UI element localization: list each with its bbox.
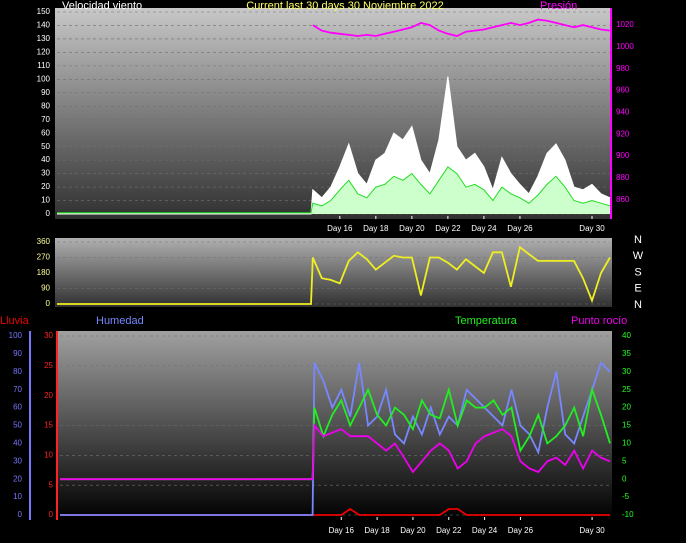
y-label: Velocidad viento (62, 0, 142, 12)
series-line (60, 507, 610, 516)
title: Current last 30 days 30 Noviembre 2022 (246, 0, 444, 12)
plot-area (55, 238, 612, 307)
x-tick-label: Day 24 (471, 224, 497, 233)
x-tick-label: Day 18 (363, 224, 389, 233)
y-tick-label: 60 (41, 128, 50, 137)
legend-label: Punto rocío (571, 315, 627, 327)
y-tick-label: 0 (46, 299, 51, 308)
y3-tick-label: 60 (13, 403, 22, 412)
x-tick-label: Day 30 (579, 526, 605, 535)
y3-tick-label: 30 (13, 456, 22, 465)
y-tick-label: 10 (44, 450, 53, 459)
y2-tick-label: 5 (622, 456, 627, 465)
y-tick-label: 0 (46, 209, 51, 218)
y-tick-label: 10 (41, 196, 50, 205)
y2-tick-label: 940 (616, 108, 630, 117)
y-tick-label: 15 (44, 421, 53, 430)
y-tick-label: 130 (37, 34, 51, 43)
y-tick-label: 20 (44, 391, 53, 400)
series-line (60, 423, 611, 481)
y-tick-label: 270 (37, 253, 51, 262)
legend-label: Temperatura (455, 315, 518, 327)
y-tick-label: 0 (49, 510, 54, 519)
y3-tick-label: 50 (13, 421, 22, 430)
y2-label: Presión (540, 0, 577, 12)
y2-tick-label: 900 (616, 151, 630, 160)
series-area (57, 166, 610, 214)
y2-tick-label: 40 (622, 331, 631, 340)
y-tick-label: 70 (41, 115, 50, 124)
x-tick-label: Day 18 (364, 526, 390, 535)
x-tick-label: Day 16 (329, 526, 355, 535)
y2-tick-label: 30 (622, 367, 631, 376)
y2-tick-label: 860 (616, 195, 630, 204)
x-tick-label: Day 30 (579, 224, 605, 233)
y2-tick-label: 920 (616, 129, 630, 138)
x-tick-label: Day 22 (435, 224, 461, 233)
x-tick-label: Day 26 (508, 526, 534, 535)
series-line (60, 361, 611, 516)
y-tick-label: 80 (41, 101, 50, 110)
series-line (57, 166, 611, 214)
y3-tick-label: 100 (9, 331, 23, 340)
y2-tick-label: N (634, 299, 642, 311)
x-tick-label: Day 24 (472, 526, 498, 535)
y2-tick-label: 980 (616, 64, 630, 73)
series-line (60, 386, 611, 481)
y2-tick-label: 20 (622, 403, 631, 412)
y2-tick-label: 35 (622, 349, 631, 358)
y-tick-label: 50 (41, 142, 50, 151)
y2-tick-label: -5 (622, 492, 630, 501)
y2-tick-label: N (634, 234, 642, 246)
y-tick-label: 150 (37, 7, 51, 16)
y-tick-label: 20 (41, 182, 50, 191)
y-tick-label: 100 (37, 74, 51, 83)
y2-tick-label: 15 (622, 421, 631, 430)
y2-tick-label: S (634, 266, 641, 278)
y-tick-label: 25 (44, 361, 53, 370)
series-line (312, 18, 611, 37)
x-tick-label: Day 20 (400, 526, 426, 535)
y2-tick-label: E (634, 283, 641, 295)
x-tick-label: Day 20 (399, 224, 425, 233)
y3-tick-label: 10 (13, 492, 22, 501)
y3-tick-label: 80 (13, 367, 22, 376)
y2-tick-label: 960 (616, 86, 630, 95)
series-area (57, 76, 610, 214)
y-tick-label: 140 (37, 21, 51, 30)
series-line (57, 76, 611, 215)
legend-label: Humedad (96, 315, 144, 327)
y2-tick-label: 1020 (616, 20, 634, 29)
y2-tick-label: W (633, 250, 644, 262)
y-tick-label: 90 (41, 284, 50, 293)
y3-tick-label: 0 (18, 510, 23, 519)
y2-tick-label: 1000 (616, 42, 634, 51)
y-tick-label: 40 (41, 155, 50, 164)
y3-tick-label: 20 (13, 474, 22, 483)
y2-tick-label: 25 (622, 385, 631, 394)
y-tick-label: 90 (41, 88, 50, 97)
y3-tick-label: 90 (13, 349, 22, 358)
y2-tick-label: 0 (622, 474, 627, 483)
series-line (57, 245, 611, 305)
y-tick-label: 180 (37, 268, 51, 277)
y2-tick-label: 10 (622, 439, 631, 448)
y-tick-label: 30 (44, 331, 53, 340)
y-tick-label: 110 (37, 61, 50, 70)
y-tick-label: 30 (41, 169, 50, 178)
x-tick-label: Day 22 (436, 526, 462, 535)
y2-tick-label: 880 (616, 173, 630, 182)
y3-tick-label: 70 (13, 385, 22, 394)
x-tick-label: Day 16 (327, 224, 353, 233)
y3-tick-label: 40 (13, 439, 22, 448)
y-tick-label: 360 (37, 237, 51, 246)
y2-tick-label: -10 (622, 510, 634, 519)
y-tick-label: 120 (37, 48, 51, 57)
y-tick-label: 5 (49, 480, 54, 489)
x-tick-label: Day 26 (507, 224, 533, 233)
legend-label: Lluvia (0, 315, 30, 327)
